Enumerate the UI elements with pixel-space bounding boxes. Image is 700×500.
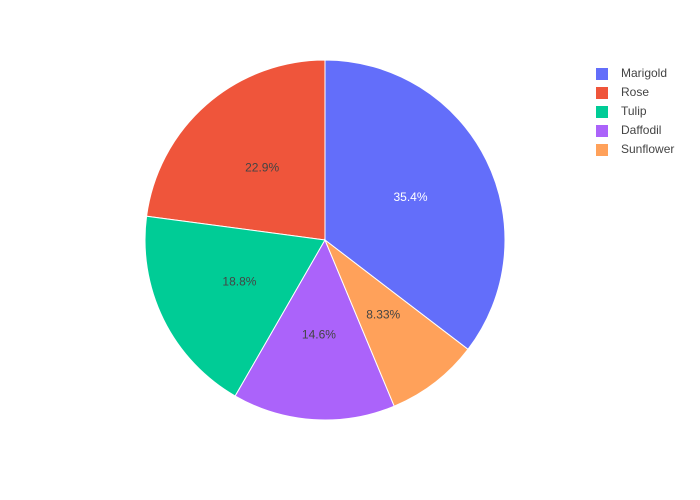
slice-label: 35.4% — [394, 190, 428, 204]
pie-slice — [324, 59, 506, 351]
legend-label[interactable]: Marigold — [621, 66, 667, 80]
legend-swatch[interactable] — [596, 125, 608, 137]
pie-slice — [234, 238, 395, 421]
pie-slice — [146, 59, 326, 241]
legend-swatch[interactable] — [596, 87, 608, 99]
slice-label: 14.6% — [302, 327, 336, 341]
pie-slice — [323, 238, 469, 407]
legend-swatch[interactable] — [596, 144, 608, 156]
legend-label[interactable]: Tulip — [621, 104, 647, 118]
slice-label: 8.33% — [366, 308, 400, 322]
legend-label[interactable]: Sunflower — [621, 142, 674, 156]
slice-label: 18.8% — [222, 274, 256, 288]
legend-swatch[interactable] — [596, 68, 608, 80]
legend-label[interactable]: Rose — [621, 85, 649, 99]
slice-label: 22.9% — [245, 160, 279, 174]
legend-label[interactable]: Daffodil — [621, 123, 661, 137]
pie-slice — [144, 215, 326, 397]
legend-swatch[interactable] — [596, 106, 608, 118]
